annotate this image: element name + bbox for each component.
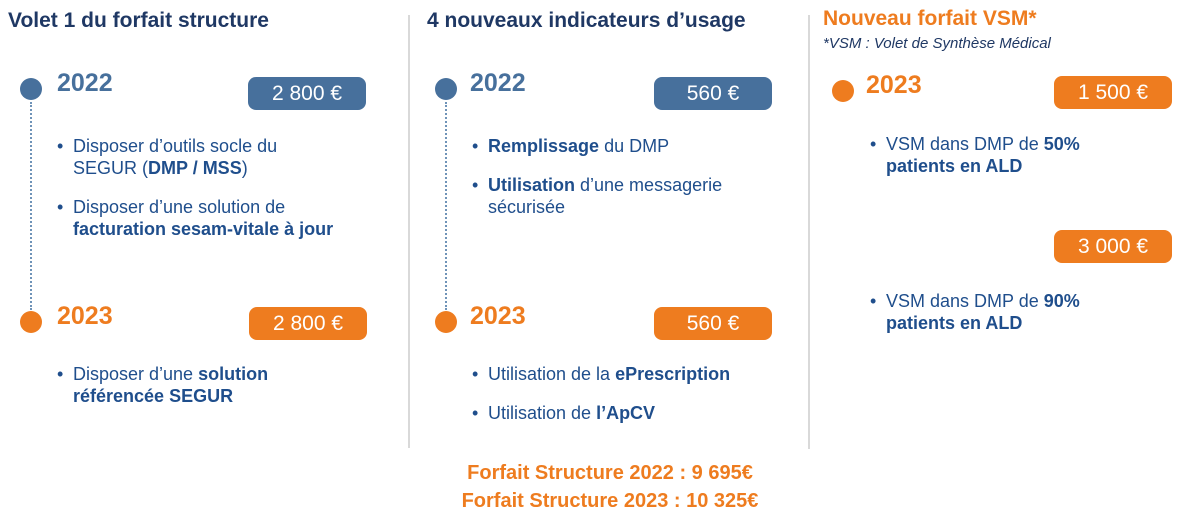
- total-2022: Forfait Structure 2022 : 9 695€: [467, 462, 753, 484]
- year-label-2022-col1: 2022: [57, 69, 113, 97]
- bullet-item: Utilisation de la ePrescription: [470, 363, 790, 385]
- year-label-2023-col2: 2023: [470, 302, 526, 330]
- year-label-2023-col1: 2023: [57, 302, 113, 330]
- column3-subtitle: *VSM : Volet de Synthèse Médical: [823, 35, 1051, 52]
- year-label-2022-col2: 2022: [470, 69, 526, 97]
- bullet-list-2023-col2: Utilisation de la ePrescription Utilisat…: [470, 363, 790, 441]
- bullet-list-vsm-90: VSM dans DMP de 90%patients en ALD: [868, 290, 1168, 351]
- bullet-item: Utilisation de l’ApCV: [470, 402, 790, 424]
- column3-title: Nouveau forfait VSM*: [823, 7, 1037, 30]
- column2-title: 4 nouveaux indicateurs d’usage: [427, 9, 746, 32]
- bullet-text: Disposer d’une solution de facturation se…: [73, 197, 334, 239]
- bullet-text: Remplissage du DMP: [488, 136, 670, 156]
- year-label-2023-col3: 2023: [866, 71, 922, 99]
- column-divider-2: [808, 15, 810, 449]
- bullet-list-vsm-50: VSM dans DMP de 50%patients en ALD: [868, 133, 1168, 194]
- bullet-item: VSM dans DMP de 50%patients en ALD: [868, 133, 1168, 177]
- bullet-list-2022-col2: Remplissage du DMP Utilisation d’une mes…: [470, 135, 790, 235]
- amount-badge-2023-col2: 560 €: [654, 307, 772, 340]
- bullet-text: Utilisation de l’ApCV: [488, 403, 656, 423]
- bullet-text: VSM dans DMP de 90% patients en ALD: [886, 291, 1080, 333]
- bullet-text: Disposer d’une solution référencée SEGUR: [73, 364, 269, 406]
- bullet-text: Disposer d’outils socle du SEGUR (DMP / M…: [73, 136, 278, 178]
- amount-badge-1500-col3: 1 500 €: [1054, 76, 1172, 109]
- timeline-dot-2023-col3: [832, 80, 854, 102]
- amount-badge-3000-col3: 3 000 €: [1054, 230, 1172, 263]
- amount-badge-2022-col1: 2 800 €: [248, 77, 366, 110]
- timeline-dot-2022-col1: [20, 78, 42, 100]
- bullet-item: Remplissage du DMP: [470, 135, 790, 157]
- timeline-dot-2022-col2: [435, 78, 457, 100]
- timeline-connector-col1: [30, 102, 32, 310]
- column-divider-1: [408, 15, 410, 448]
- bullet-text: Utilisation de la ePrescription: [488, 364, 731, 384]
- timeline-dot-2023-col2: [435, 311, 457, 333]
- amount-badge-2022-col2: 560 €: [654, 77, 772, 110]
- bullet-text: Utilisation d’une messagerie sécurisée: [488, 175, 723, 217]
- amount-badge-2023-col1: 2 800 €: [249, 307, 367, 340]
- totals-block: Forfait Structure 2022 : 9 695€ Forfait …: [410, 459, 810, 515]
- timeline-connector-col2: [445, 102, 447, 310]
- timeline-dot-2023-col1: [20, 311, 42, 333]
- bullet-item: VSM dans DMP de 90%patients en ALD: [868, 290, 1168, 334]
- bullet-text: VSM dans DMP de 50% patients en ALD: [886, 134, 1080, 176]
- total-2023: Forfait Structure 2023 : 10 325€: [461, 490, 759, 512]
- column1-title: Volet 1 du forfait structure: [8, 9, 269, 32]
